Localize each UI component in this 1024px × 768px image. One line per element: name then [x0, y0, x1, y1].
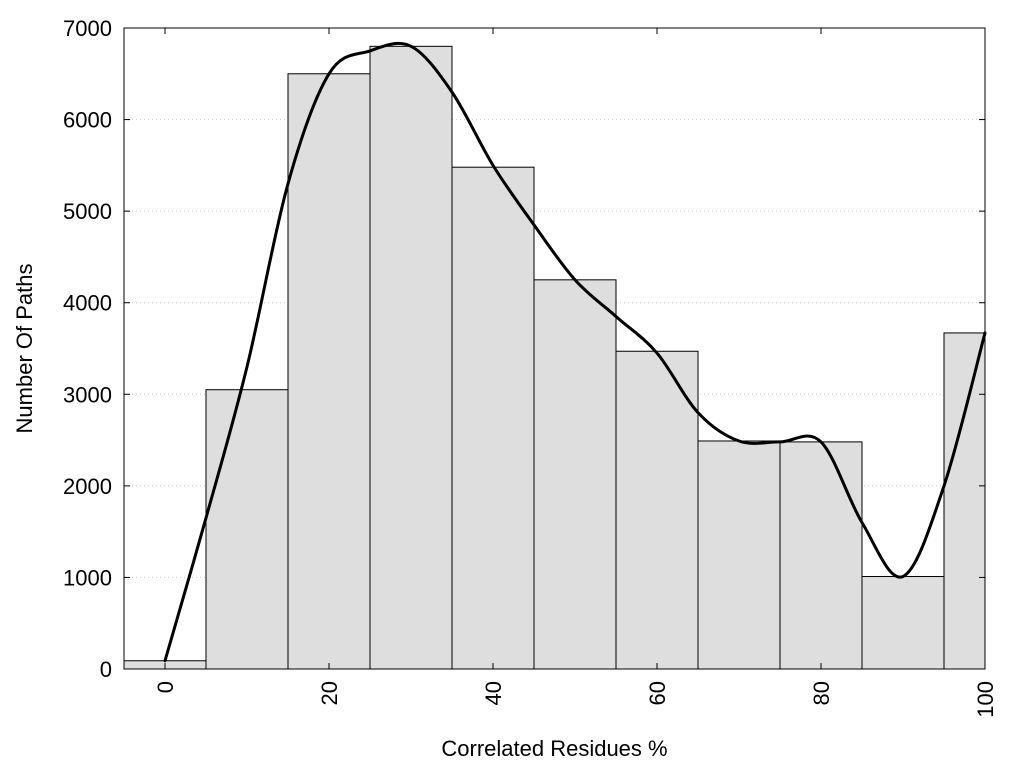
histogram-bars [123, 45, 986, 670]
bar-20 [287, 73, 371, 670]
y-tick-label-0: 0 [100, 657, 112, 682]
density-curve-layer [163, 41, 987, 663]
x-tick-label-20: 20 [317, 681, 342, 705]
y-axis: 0 1000 2000 3000 4000 5000 6000 7000 [63, 16, 985, 682]
y-tick-label-3000: 3000 [63, 382, 112, 407]
x-tick-label-0: 0 [153, 681, 178, 693]
y-tick-label-1000: 1000 [63, 565, 112, 590]
y-tick-label-5000: 5000 [63, 199, 112, 224]
bar-50 [533, 279, 617, 670]
x-tick-label-40: 40 [481, 681, 506, 705]
bar-80 [779, 441, 863, 670]
bar-100 [943, 332, 986, 670]
x-tick-label-60: 60 [645, 681, 670, 705]
density-curve [163, 41, 987, 663]
plot-frame [123, 27, 986, 670]
y-tick-label-6000: 6000 [63, 108, 112, 133]
x-tick-label-80: 80 [809, 681, 834, 705]
bar-90 [861, 576, 945, 670]
x-tick-label-100: 100 [973, 681, 998, 718]
x-axis: 0 20 40 60 80 100 [153, 28, 998, 718]
bar-10 [205, 389, 289, 670]
y-tick-label-4000: 4000 [63, 291, 112, 316]
bar-40 [451, 166, 535, 670]
y-axis-title: Number Of Paths [12, 264, 37, 434]
bar-70 [697, 440, 781, 670]
y-tick-label-7000: 7000 [63, 16, 112, 41]
bar-60 [615, 350, 699, 670]
x-axis-title: Correlated Residues % [441, 736, 667, 761]
bar-30 [369, 45, 453, 670]
y-tick-label-2000: 2000 [63, 474, 112, 499]
